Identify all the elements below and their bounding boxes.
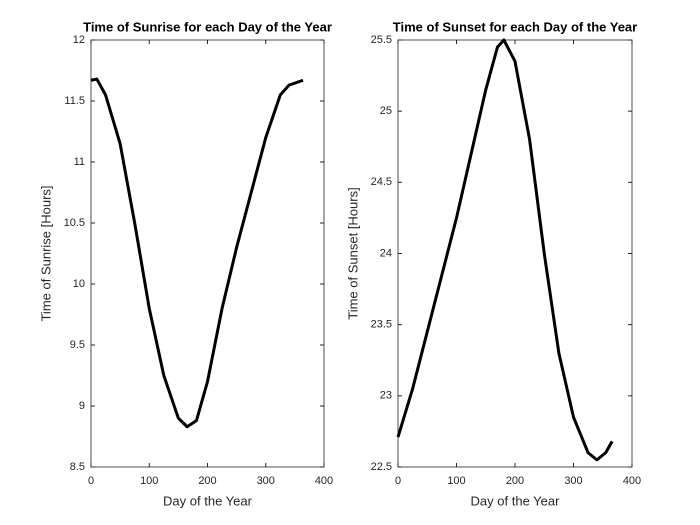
y-tick-label: 24.5 (371, 176, 392, 188)
x-tick-label: 100 (447, 475, 465, 487)
y-tick-label: 8.5 (70, 461, 85, 473)
y-tick-label: 9 (79, 400, 85, 412)
y-tick-label: 22.5 (371, 461, 392, 473)
y-tick-label: 23 (380, 390, 392, 402)
y-tick-label: 10.5 (64, 217, 85, 229)
y-tick-label: 9.5 (70, 339, 85, 351)
axes-box (397, 39, 633, 468)
y-tick-label: 25.5 (371, 34, 392, 46)
y-tick-label: 11.5 (64, 95, 85, 107)
x-tick-label: 0 (88, 475, 94, 487)
x-axis-label: Day of the Year (163, 493, 253, 508)
x-tick-label: 300 (564, 475, 582, 487)
x-tick-label: 200 (506, 475, 524, 487)
y-tick-label: 10 (73, 278, 85, 290)
x-tick-label: 400 (315, 475, 333, 487)
chart-title: Time of Sunset for each Day of the Year (393, 19, 637, 34)
chart-title: Time of Sunrise for each Day of the Year (83, 19, 332, 34)
x-tick-label: 200 (198, 475, 216, 487)
y-tick-label: 25 (380, 105, 392, 117)
y-tick-label: 11 (74, 156, 85, 168)
y-tick-label: 12 (73, 34, 85, 46)
x-tick-label: 0 (395, 475, 401, 487)
x-tick-label: 400 (623, 475, 641, 487)
y-tick-label: 23.5 (371, 319, 392, 331)
data-line (396, 38, 614, 462)
x-tick-label: 300 (257, 475, 275, 487)
axes-box (90, 39, 325, 468)
y-axis-label: Time of Sunrise [Hours] (38, 185, 53, 321)
x-tick-label: 100 (140, 475, 158, 487)
data-line (90, 77, 304, 429)
x-axis-label: Day of the Year (471, 493, 561, 508)
y-axis-label: Time of Sunset [Hours] (345, 187, 360, 319)
y-tick-label: 24 (380, 247, 392, 259)
